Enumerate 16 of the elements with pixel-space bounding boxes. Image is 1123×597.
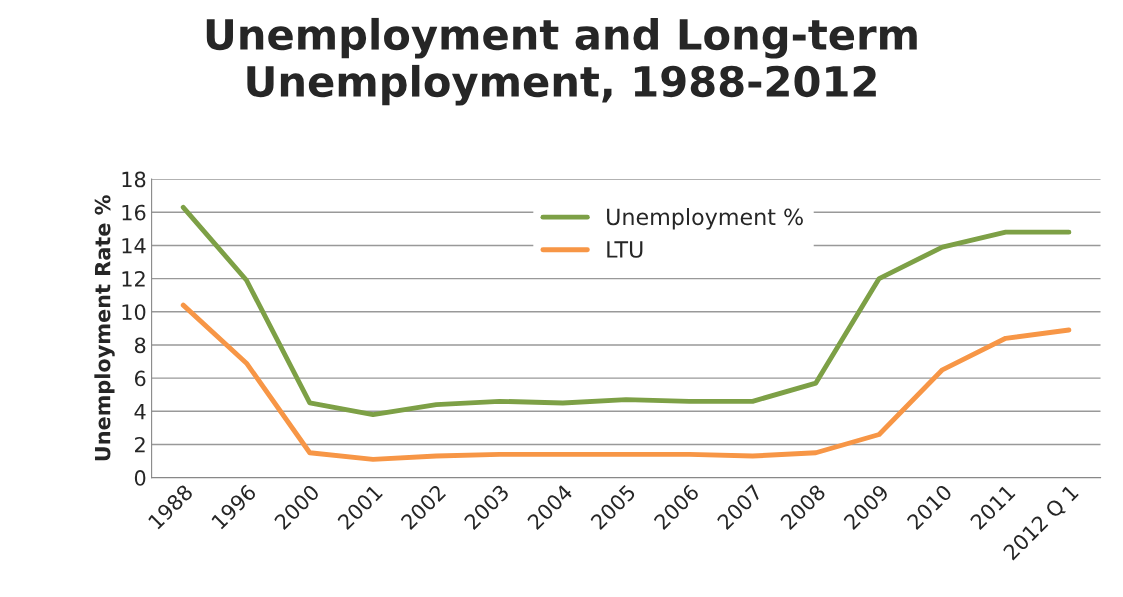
y-tick-label: 12 <box>122 271 145 287</box>
y-tick-label: 10 <box>122 304 146 320</box>
y-tick-label: 16 <box>122 204 146 221</box>
y-tick-label: 2 <box>135 436 145 453</box>
y-tick-label: 4 <box>134 403 146 420</box>
y-tick-label: 14 <box>122 238 146 254</box>
y-tick-label: 8 <box>134 337 146 354</box>
y-axis-title: Unemployment Rate % <box>94 195 115 461</box>
y-tick-label: 6 <box>134 370 146 387</box>
line-series <box>180 204 1072 418</box>
y-tick-label: 18 <box>122 171 146 188</box>
line-series <box>180 302 1072 462</box>
y-tick-label: 0 <box>134 470 146 486</box>
legend-label: Unemployment % <box>607 208 803 230</box>
legend-label: LTU <box>607 241 643 258</box>
chart-title: Unemployment and Long-term Unemployment, 1988-2012 <box>206 17 917 106</box>
